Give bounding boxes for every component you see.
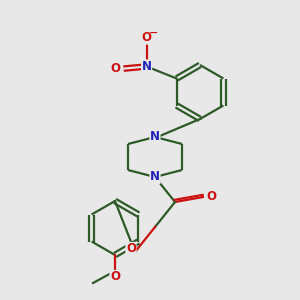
Text: O: O xyxy=(126,242,136,256)
Text: N: N xyxy=(150,170,160,184)
Text: O: O xyxy=(111,62,121,75)
Text: O: O xyxy=(206,190,216,203)
Text: O: O xyxy=(110,271,120,284)
Text: N: N xyxy=(142,60,152,73)
Text: −: − xyxy=(149,28,158,38)
Text: N: N xyxy=(150,130,160,143)
Text: O: O xyxy=(142,31,152,44)
